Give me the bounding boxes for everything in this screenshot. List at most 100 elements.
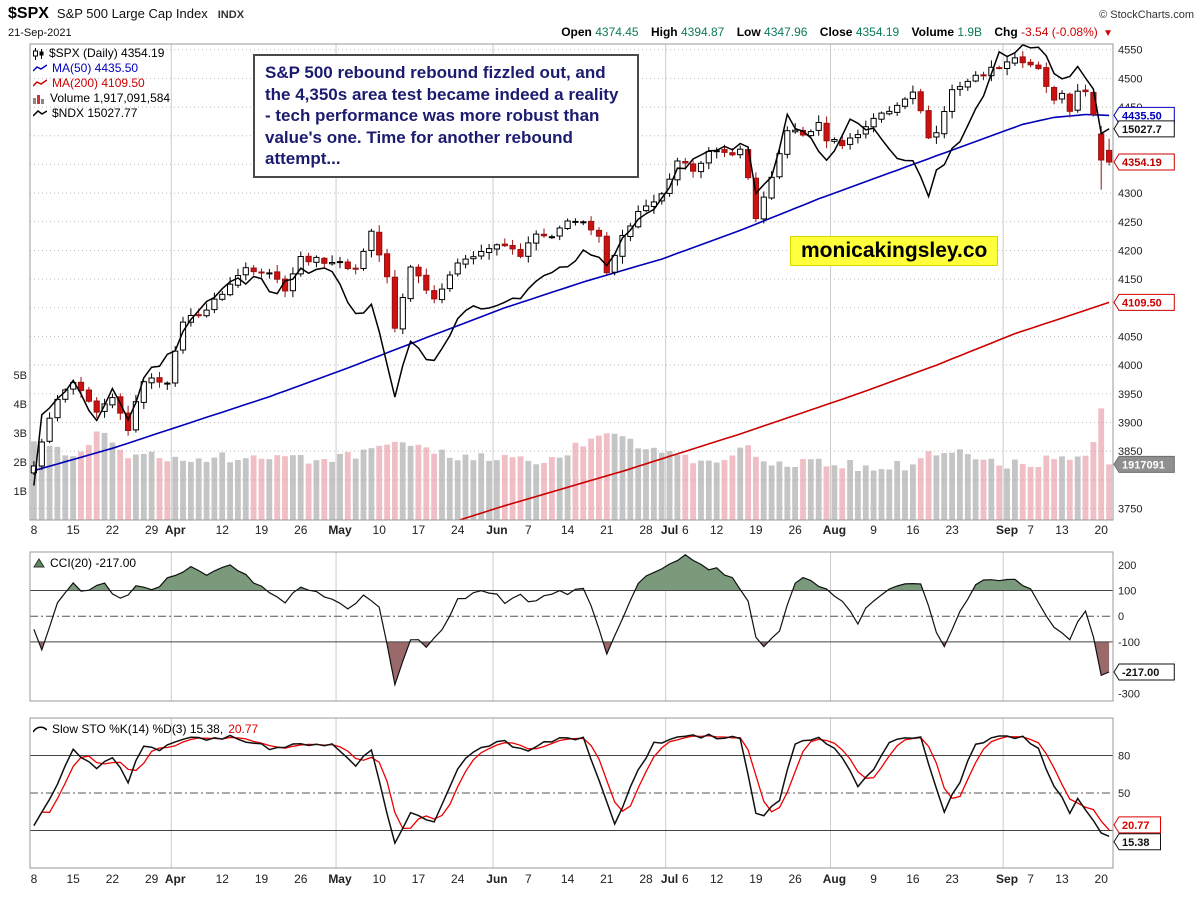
- ndx-overlay-line: [33, 44, 1110, 486]
- high-label: High: [650, 25, 678, 39]
- svg-text:14: 14: [561, 872, 575, 886]
- svg-text:12: 12: [710, 872, 724, 886]
- cci-panel: 200 100 0 -100 -300 -217.00: [29, 551, 1175, 702]
- svg-text:22: 22: [106, 523, 120, 537]
- svg-text:20: 20: [1095, 523, 1109, 537]
- sto-legend-label-black: Slow STO %K(14) %D(3) 15.38,: [52, 722, 224, 736]
- svg-text:29: 29: [145, 523, 159, 537]
- svg-text:29: 29: [145, 872, 159, 886]
- svg-text:23: 23: [945, 523, 959, 537]
- svg-text:5B: 5B: [14, 370, 27, 382]
- svg-text:May: May: [328, 872, 352, 886]
- svg-text:200: 200: [1118, 560, 1136, 572]
- svg-text:80: 80: [1118, 751, 1130, 763]
- svg-text:1B: 1B: [14, 486, 27, 498]
- svg-text:7: 7: [525, 523, 532, 537]
- svg-text:0: 0: [1118, 611, 1124, 623]
- svg-text:19: 19: [749, 872, 763, 886]
- volume-value: 1.9B: [957, 25, 983, 39]
- index-name: S&P 500 Large Cap Index: [56, 6, 208, 21]
- svg-text:4150: 4150: [1118, 274, 1142, 286]
- candlestick-icon: [33, 47, 44, 60]
- legend-volume-label: Volume 1,917,091,584: [50, 91, 171, 105]
- svg-text:28: 28: [639, 523, 653, 537]
- svg-text:4500: 4500: [1118, 73, 1142, 85]
- quote-strip: Open 4374.45 High 4394.87 Low 4347.96 Cl…: [552, 25, 1113, 39]
- svg-text:4250: 4250: [1118, 217, 1142, 229]
- ma200-line-icon: [33, 79, 47, 88]
- svg-text:4354.19: 4354.19: [1122, 157, 1162, 169]
- cci-legend: CCI(20) -217.00: [33, 556, 136, 570]
- svg-text:10: 10: [373, 872, 387, 886]
- stockcharts-credit: © StockCharts.com: [1099, 9, 1194, 21]
- bottom-date-axis: 8 15 22 29 Apr 12 19 26 May 10 17 24 Jun 7 14 21 28 Jul 6 1…: [31, 872, 1109, 886]
- svg-text:1917091: 1917091: [1122, 459, 1165, 471]
- price-panel-frame: [29, 43, 1114, 521]
- sto-legend: Slow STO %K(14) %D(3) 15.38, 20.77: [33, 722, 258, 736]
- svg-text:20: 20: [1095, 872, 1109, 886]
- svg-text:-300: -300: [1118, 688, 1140, 700]
- svg-text:17: 17: [412, 872, 426, 886]
- legend-ndx: $NDX 15027.77: [33, 106, 170, 121]
- svg-text:9: 9: [870, 872, 877, 886]
- sto-legend-label-red: 20.77: [228, 722, 259, 736]
- svg-text:26: 26: [788, 523, 802, 537]
- svg-text:9: 9: [870, 523, 877, 537]
- low-label: Low: [736, 25, 761, 39]
- ndx-line-icon: [33, 109, 47, 118]
- svg-text:26: 26: [294, 523, 308, 537]
- legend-volume: Volume 1,917,091,584: [33, 91, 170, 106]
- svg-text:3850: 3850: [1118, 446, 1142, 458]
- svg-text:4300: 4300: [1118, 188, 1142, 200]
- close-value: 4354.19: [855, 25, 900, 39]
- close-label: Close: [819, 25, 853, 39]
- legend-ma200-label: MA(200) 4109.50: [52, 76, 145, 90]
- volume-bars-icon: [33, 94, 45, 104]
- svg-text:4109.50: 4109.50: [1122, 297, 1162, 309]
- ma50-line-icon: [33, 64, 47, 73]
- sto-line-icon: [33, 725, 47, 734]
- svg-text:17: 17: [412, 523, 426, 537]
- svg-text:12: 12: [216, 523, 230, 537]
- svg-text:3B: 3B: [14, 428, 27, 440]
- svg-text:24: 24: [451, 523, 465, 537]
- svg-text:23: 23: [945, 872, 959, 886]
- svg-text:21: 21: [600, 872, 614, 886]
- svg-text:Jul: Jul: [661, 523, 678, 537]
- svg-text:21: 21: [600, 523, 614, 537]
- svg-text:12: 12: [216, 872, 230, 886]
- svg-text:6: 6: [682, 872, 689, 886]
- svg-text:4000: 4000: [1118, 360, 1142, 372]
- svg-text:Jun: Jun: [486, 523, 507, 537]
- svg-text:4435.50: 4435.50: [1122, 110, 1162, 122]
- svg-text:3750: 3750: [1118, 504, 1142, 516]
- svg-text:Aug: Aug: [823, 523, 846, 537]
- svg-text:16: 16: [906, 872, 920, 886]
- svg-text:7: 7: [1027, 872, 1034, 886]
- svg-text:10: 10: [373, 523, 387, 537]
- price-callouts: 4435.50 15027.7 4354.19 4109.50 1917091: [1113, 106, 1175, 473]
- svg-text:12: 12: [710, 523, 724, 537]
- svg-text:15027.7: 15027.7: [1122, 124, 1162, 136]
- high-value: 4394.87: [680, 25, 725, 39]
- svg-text:50: 50: [1118, 788, 1130, 800]
- price-gridlines: [30, 44, 1113, 868]
- chg-down-arrow-icon: ▼: [1103, 28, 1113, 39]
- svg-text:28: 28: [639, 872, 653, 886]
- svg-text:2B: 2B: [14, 457, 27, 469]
- svg-text:4200: 4200: [1118, 245, 1142, 257]
- legend-spx-label: $SPX (Daily) 4354.19: [49, 46, 165, 60]
- open-label: Open: [561, 25, 592, 39]
- svg-text:13: 13: [1055, 523, 1069, 537]
- svg-text:7: 7: [1027, 523, 1034, 537]
- svg-text:-217.00: -217.00: [1122, 667, 1159, 679]
- svg-text:26: 26: [294, 872, 308, 886]
- exchange-label: INDX: [217, 9, 245, 21]
- svg-text:Jun: Jun: [486, 872, 507, 886]
- svg-text:Sep: Sep: [996, 872, 1018, 886]
- svg-text:Jul: Jul: [661, 872, 678, 886]
- svg-text:-100: -100: [1118, 637, 1140, 649]
